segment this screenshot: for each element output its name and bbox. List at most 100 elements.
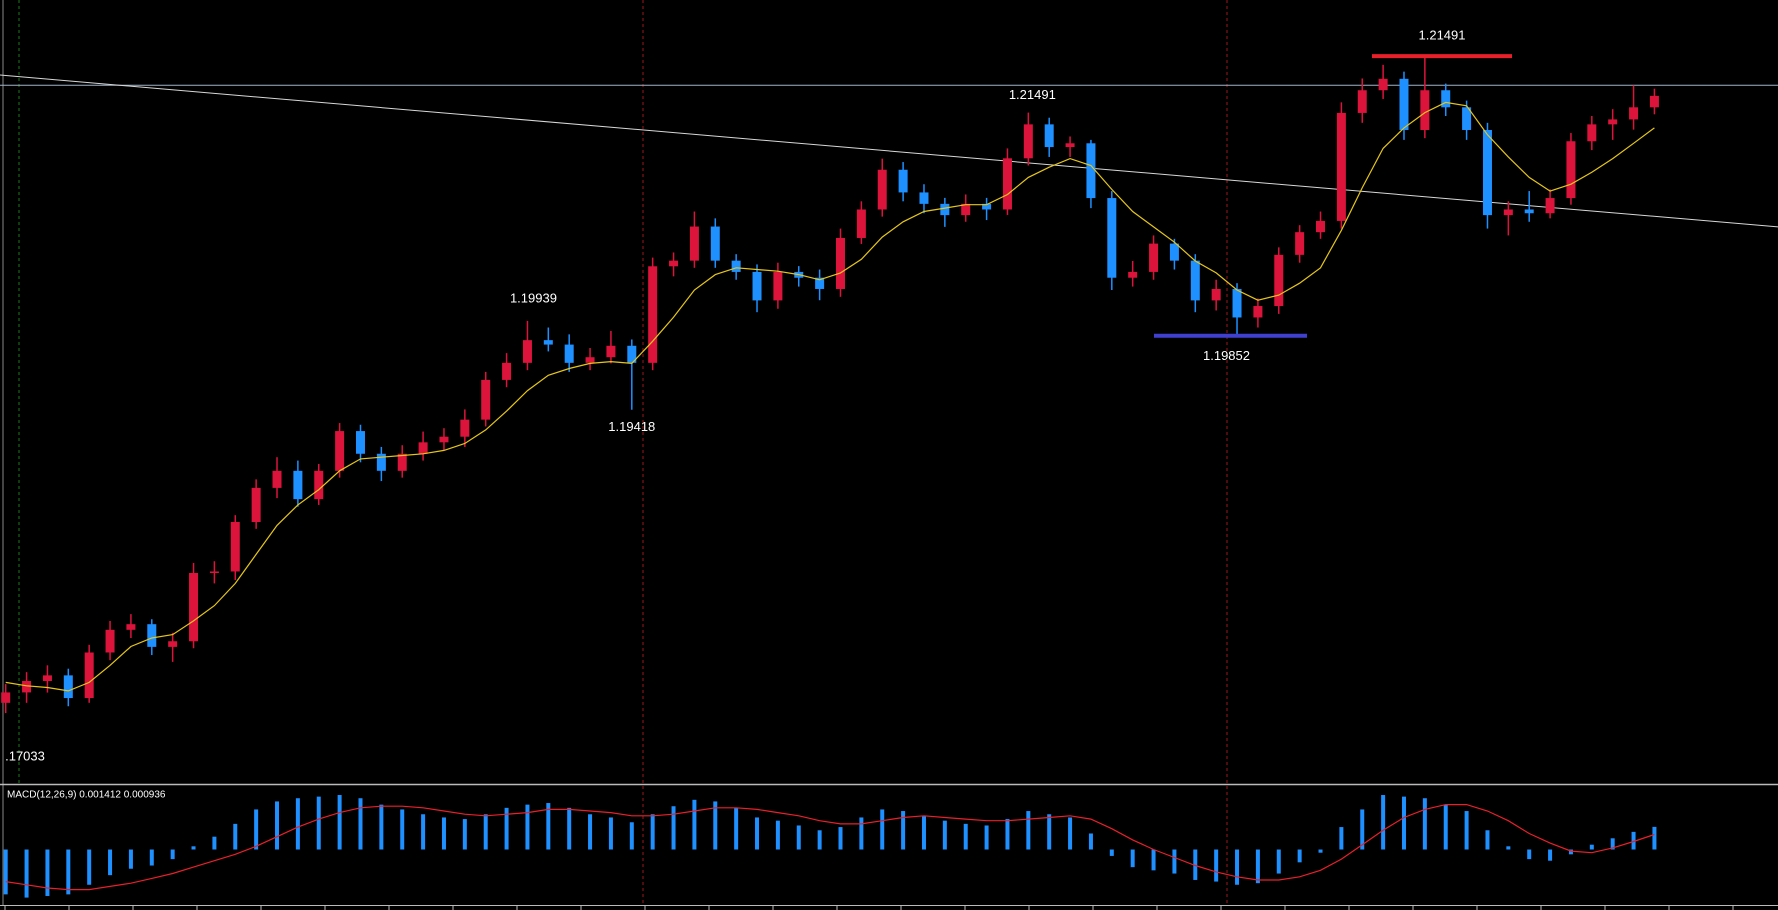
- candle-body: [982, 203, 992, 210]
- candle-body: [1357, 90, 1367, 113]
- candle-body: [168, 641, 178, 647]
- macd-bar: [483, 814, 488, 850]
- candle-body: [1086, 143, 1096, 199]
- macd-bar: [400, 809, 405, 850]
- macd-bar: [212, 836, 217, 850]
- macd-bar: [441, 817, 446, 850]
- candle-body: [1629, 107, 1639, 120]
- candle-body: [1524, 209, 1534, 214]
- macd-bar: [1235, 849, 1240, 885]
- candle-body: [1545, 198, 1555, 214]
- candle-body: [418, 442, 428, 454]
- candle-body: [1316, 220, 1326, 233]
- candle-body: [84, 652, 94, 699]
- candle-body: [1128, 271, 1138, 278]
- price-annotation: 1.19939: [510, 290, 557, 305]
- candle-body: [230, 522, 240, 572]
- candle-body: [773, 271, 783, 301]
- candle-body: [1399, 78, 1409, 130]
- candle-body: [1378, 78, 1388, 91]
- macd-label: MACD(12,26,9) 0.001412 0.000936: [7, 790, 166, 801]
- candle-body: [1295, 232, 1305, 255]
- candle-body: [961, 203, 971, 216]
- price-annotation: 1.21491: [1009, 87, 1056, 102]
- macd-bar: [170, 849, 175, 860]
- macd-bar: [1506, 846, 1511, 850]
- candle-body: [836, 237, 845, 289]
- candle-body: [1649, 95, 1659, 108]
- macd-bar: [1026, 811, 1031, 850]
- candle-body: [1503, 209, 1513, 216]
- macd-bar: [149, 849, 154, 866]
- macd-bar: [275, 801, 280, 850]
- macd-bar: [567, 807, 572, 850]
- macd-bar: [1589, 844, 1594, 850]
- macd-bar: [1401, 796, 1406, 850]
- candle-body: [1065, 143, 1075, 148]
- macd-bar: [1088, 833, 1093, 850]
- candle-body: [585, 357, 595, 363]
- macd-bar: [880, 809, 885, 850]
- macd-bar: [796, 825, 801, 850]
- candle-body: [272, 470, 282, 488]
- candle-body: [460, 419, 470, 437]
- candle-body: [1274, 254, 1284, 307]
- candle-body: [376, 453, 386, 471]
- macd-bar: [1276, 849, 1281, 874]
- macd-bar: [921, 815, 926, 850]
- macd-bar: [984, 825, 989, 850]
- moving-average: [5, 101, 1655, 692]
- candle-body: [481, 379, 491, 420]
- macd-bar: [1068, 817, 1073, 850]
- candle-body: [1482, 129, 1492, 216]
- candle-body: [147, 624, 157, 647]
- macd-bar: [1527, 849, 1532, 860]
- candle-body: [189, 573, 199, 642]
- macd-bar: [713, 801, 718, 850]
- macd-bar: [191, 846, 196, 850]
- candle-body: [919, 192, 929, 204]
- candle-body: [1211, 288, 1221, 301]
- candle-body: [22, 680, 32, 693]
- candle-body: [1149, 243, 1159, 272]
- macd-bar: [337, 795, 342, 850]
- candle-body: [1002, 158, 1012, 210]
- macd-bar: [45, 849, 50, 896]
- candle-body: [898, 169, 908, 193]
- candle-body: [1441, 90, 1451, 108]
- macd-bar: [1318, 849, 1323, 853]
- candle-body: [42, 675, 52, 681]
- macd-bar: [504, 807, 509, 850]
- macd-bar: [901, 811, 906, 850]
- macd-bar: [608, 817, 613, 850]
- macd-bar: [1297, 849, 1302, 863]
- candle-body: [1232, 288, 1242, 318]
- price-annotation: 1.19418: [608, 419, 655, 434]
- macd-bar: [546, 803, 551, 850]
- candle-body: [669, 260, 679, 267]
- macd-bar: [1422, 798, 1427, 850]
- macd-bar: [1193, 849, 1198, 880]
- candle-body: [1336, 112, 1346, 221]
- macd-bar: [838, 827, 843, 850]
- candle-body: [105, 629, 115, 653]
- candle-body: [522, 340, 532, 363]
- macd-bar: [233, 823, 238, 850]
- candle-body: [689, 226, 699, 261]
- macd-signal: [5, 804, 1655, 891]
- candle-body: [126, 624, 136, 630]
- candle-body: [710, 226, 720, 261]
- macd-bar: [462, 819, 467, 850]
- macd-bar: [692, 799, 697, 850]
- macd-bar: [817, 830, 822, 850]
- candle-body: [1169, 243, 1179, 261]
- macd-bar: [1568, 849, 1573, 855]
- candle-body: [1023, 124, 1033, 159]
- macd-bar: [1485, 830, 1490, 850]
- candle-body: [502, 362, 512, 380]
- candle-body: [1253, 306, 1263, 318]
- candle-body: [251, 487, 261, 522]
- candle-body: [1044, 124, 1054, 148]
- macd-bar: [1631, 831, 1636, 850]
